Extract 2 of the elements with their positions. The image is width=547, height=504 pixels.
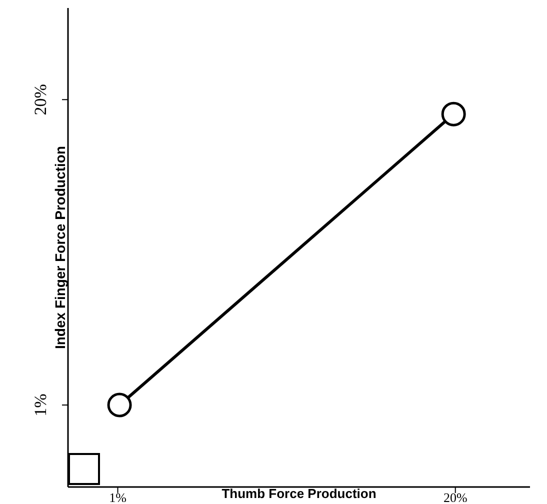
x-axis-title: Thumb Force Production	[222, 486, 376, 501]
y-axis-title: Index Finger Force Production	[52, 146, 68, 350]
